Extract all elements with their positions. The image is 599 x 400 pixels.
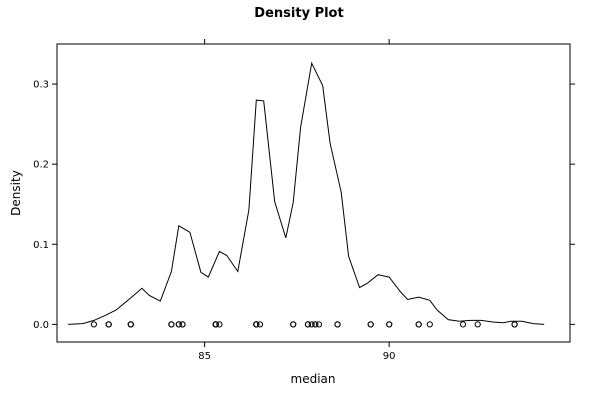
rug-point [127,321,134,328]
density-line [68,61,545,325]
x-tick-label: 85 [198,351,211,362]
rug-point [315,321,323,328]
rug-point [212,321,219,328]
axis-ticks [52,39,575,347]
y-tick-label: 0.3 [33,80,49,91]
rug-point [256,321,264,328]
y-tick-label: 0.1 [33,240,49,251]
rug-points [90,321,518,328]
rug-point [290,321,297,328]
y-tick-label: 0.2 [33,160,49,171]
rug-point [459,321,467,328]
rug-point [216,321,223,328]
rug-point [168,321,175,328]
rug-point [386,321,393,328]
rug-point [474,321,481,328]
rug-point [179,321,186,328]
rug-point [90,321,98,328]
tick-labels: 85 90 0.0 0.1 0.2 0.3 [33,80,395,362]
rug-point [312,321,319,328]
rug-point [175,321,182,328]
rug-point [308,321,315,328]
rug-point [426,321,433,328]
x-axis-label: median [291,372,336,386]
rug-point [334,321,341,328]
rug-point [253,321,260,328]
plot-frame [56,43,571,343]
chart-title: Density Plot [254,6,343,21]
rug-point [304,321,312,328]
x-tick-label: 90 [383,351,396,362]
rug-point [367,321,374,328]
y-axis-label: Density [9,170,23,216]
rug-point [511,321,518,328]
rug-point [105,321,112,328]
y-tick-label: 0.0 [33,320,49,331]
rug-point [415,321,422,328]
